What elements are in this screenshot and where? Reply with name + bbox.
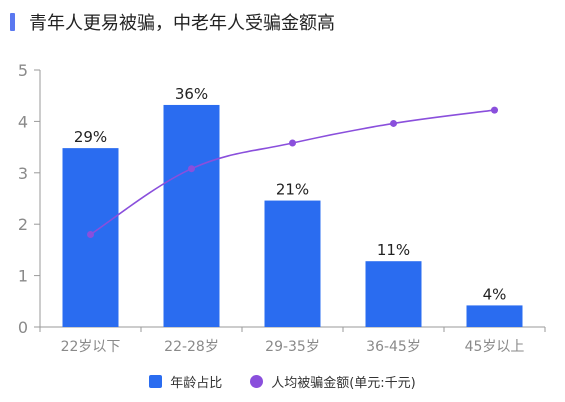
y-tick-label: 5 — [18, 61, 28, 80]
bar-swatch-icon — [149, 374, 163, 388]
x-tick-label: 45岁以上 — [465, 339, 525, 355]
y-tick-label: 0 — [18, 318, 28, 337]
x-tick-label: 36-45岁 — [366, 339, 421, 355]
line-point-1 — [87, 230, 94, 238]
bar-2 — [163, 104, 220, 328]
bar-value-label: 29% — [74, 128, 107, 146]
legend-label-age-share: 年龄占比 — [170, 375, 223, 391]
x-tick-label: 22岁以下 — [61, 339, 121, 355]
bar-value-label: 11% — [377, 241, 410, 259]
y-tick-label: 3 — [18, 164, 28, 183]
bar-3 — [264, 200, 321, 327]
bar-5 — [466, 305, 523, 327]
bar-value-label: 4% — [483, 285, 507, 303]
y-tick-label: 2 — [18, 215, 28, 234]
y-tick-label: 4 — [18, 112, 28, 131]
title-accent-bar-icon — [10, 13, 15, 31]
line-point-2 — [188, 165, 195, 173]
bar-4 — [365, 261, 422, 327]
line-swatch-icon — [250, 374, 264, 388]
chart-canvas: 0 1 2 3 4 5 22岁以下 22-28岁 29-35岁 36-45岁 45岁以上 29% 36%… — [18, 61, 546, 355]
bar-value-label: 21% — [276, 181, 309, 199]
title-row: 青年人更易被骗，中老年人受骗金额高 — [10, 8, 335, 36]
chart-legend: 年龄占比 人均被骗金额(单元:千元) — [0, 370, 565, 392]
chart-title: 青年人更易被骗，中老年人受骗金额高 — [29, 13, 335, 34]
legend-label-avg-loss: 人均被骗金额(单元:千元) — [271, 375, 416, 391]
line-point-3 — [289, 139, 296, 147]
x-tick-label: 22-28岁 — [164, 339, 219, 355]
x-tick-label: 29-35岁 — [265, 339, 320, 355]
legend-item-avg-loss[interactable]: 人均被骗金额(单元:千元) — [250, 372, 416, 391]
y-tick-label: 1 — [18, 267, 28, 286]
legend-item-age-share[interactable]: 年龄占比 — [149, 372, 222, 391]
bar-value-label: 36% — [175, 85, 208, 103]
line-point-4 — [390, 119, 397, 127]
line-point-5 — [491, 106, 498, 114]
